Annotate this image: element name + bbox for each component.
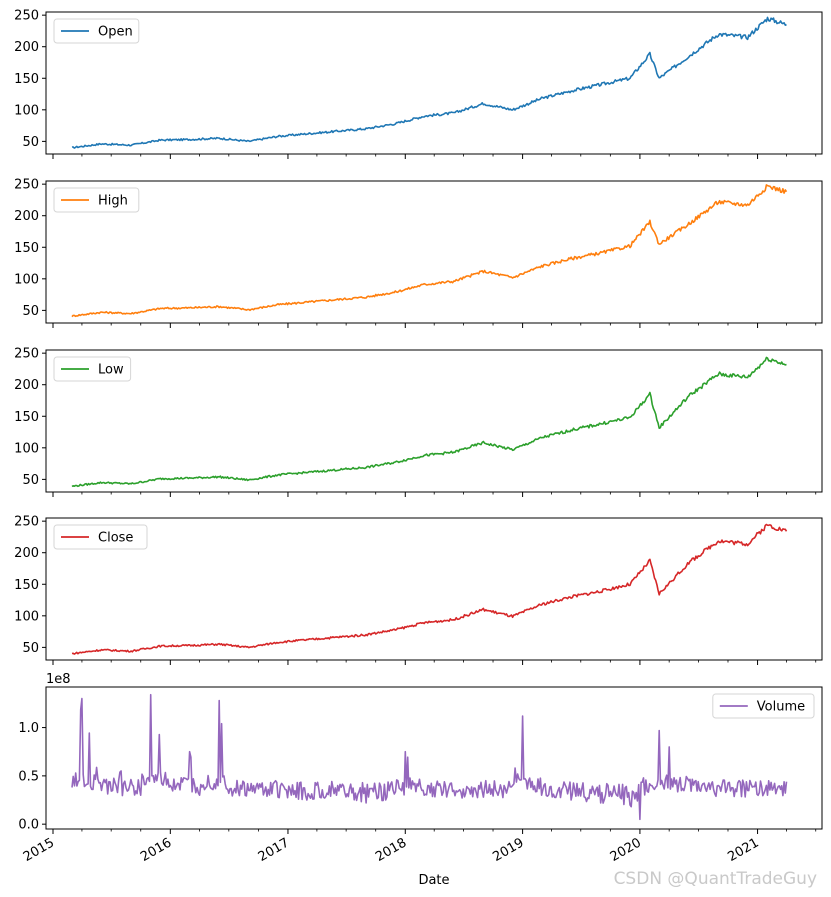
axes-frame — [45, 11, 823, 155]
series-line-close — [71, 523, 788, 655]
axes-frame — [45, 349, 823, 493]
y-tick-label: 0.5 — [18, 769, 39, 784]
x-tick-label: 2021 — [725, 835, 761, 865]
axes-frame — [45, 686, 823, 830]
y-tick-label: 200 — [14, 378, 39, 393]
axes-frame — [45, 517, 823, 661]
y-tick-label: 100 — [14, 272, 39, 287]
subplot-close: 50 100 150 200 250 Close — [14, 515, 823, 665]
subplot-volume: 0.0 0.5 1.0 Volume 1e8 2015 2016 2017 2018 2019 20… — [18, 672, 823, 888]
y-tick-label: 100 — [14, 441, 39, 456]
y-tick-label: 150 — [14, 410, 39, 425]
y-offset-label: 1e8 — [46, 672, 71, 687]
legend-box — [53, 187, 140, 213]
y-tick-label: 150 — [14, 241, 39, 256]
y-tick-label: 250 — [14, 347, 39, 362]
subplot-open: 50 100 150 200 250 Open — [14, 9, 823, 159]
series-line-low — [71, 356, 787, 488]
legend-label: Close — [98, 531, 133, 546]
y-tick-label: 0.0 — [18, 818, 39, 833]
y-tick-label: 200 — [14, 546, 39, 561]
y-tick-label: 150 — [14, 72, 39, 87]
series-line-high — [71, 184, 788, 318]
y-tick-label: 1.0 — [18, 721, 39, 736]
x-tick-label: 2017 — [256, 835, 292, 865]
legend-label: High — [98, 194, 128, 209]
legend-box — [53, 524, 148, 550]
subplot-high: 50 100 150 200 250 High — [14, 178, 823, 328]
series-line-open — [71, 16, 787, 149]
legend-box — [712, 693, 815, 719]
x-tick-label: 2016 — [138, 835, 174, 865]
y-tick-label: 200 — [14, 40, 39, 55]
y-tick-label: 50 — [22, 641, 39, 656]
y-tick-label: 100 — [14, 609, 39, 624]
x-tick-label: 2020 — [608, 835, 644, 865]
y-tick-label: 250 — [14, 9, 39, 24]
subplot-low: 50 100 150 200 250 Low — [14, 347, 823, 497]
y-tick-label: 250 — [14, 178, 39, 193]
legend-box — [53, 356, 132, 382]
y-tick-label: 100 — [14, 103, 39, 118]
legend-label: Open — [98, 25, 133, 40]
legend-box — [53, 18, 140, 44]
axes-frame — [45, 180, 823, 324]
y-tick-label: 50 — [22, 473, 39, 488]
series-line-volume — [71, 693, 788, 821]
y-tick-label: 250 — [14, 515, 39, 530]
x-tick-label: 2018 — [373, 835, 409, 865]
y-tick-label: 50 — [22, 135, 39, 150]
x-tick-label: 2019 — [490, 835, 526, 865]
y-tick-label: 200 — [14, 209, 39, 224]
x-axis-label: Date — [418, 873, 449, 888]
x-tick-label: 2015 — [21, 835, 57, 865]
watermark: CSDN @QuantTradeGuy — [613, 869, 817, 889]
legend-label: Low — [98, 363, 124, 378]
y-tick-label: 50 — [22, 304, 39, 319]
legend-label: Volume — [757, 700, 805, 715]
y-tick-label: 150 — [14, 578, 39, 593]
